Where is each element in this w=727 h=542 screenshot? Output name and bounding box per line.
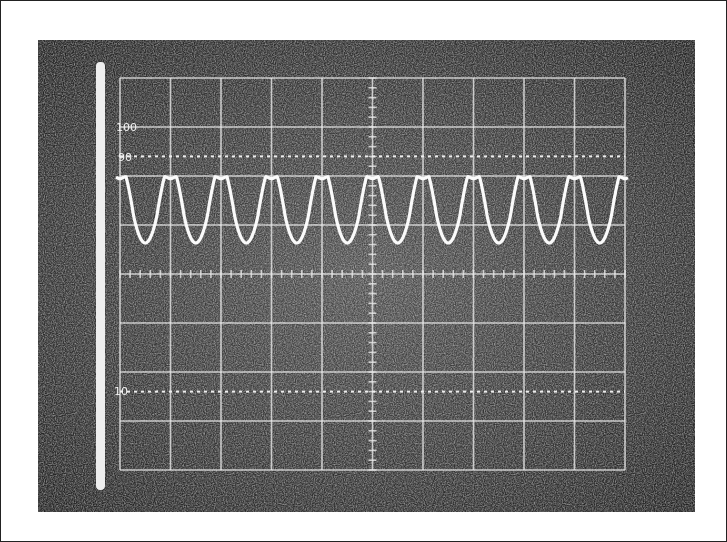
screen-edge-glare	[96, 62, 105, 490]
page: 100 90 10 (() => { const data = JSON.par…	[0, 0, 727, 542]
label-10: 10	[114, 385, 128, 398]
label-90: 90	[118, 151, 132, 164]
label-100: 100	[116, 121, 137, 134]
screen-grain	[38, 40, 695, 512]
oscilloscope-photo: 100 90 10	[0, 0, 727, 542]
